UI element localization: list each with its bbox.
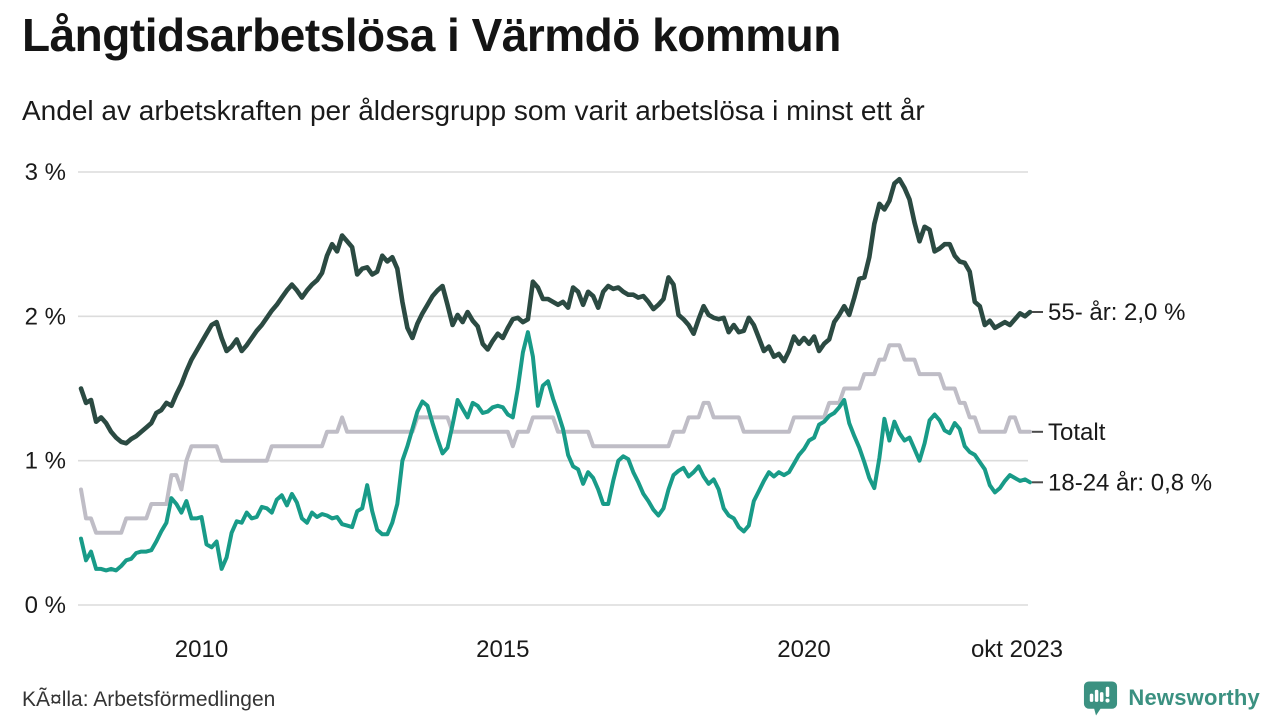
x-tick-label: 2015 [476, 636, 529, 663]
newsworthy-icon [1084, 681, 1118, 716]
x-tick-label: okt 2023 [971, 636, 1063, 663]
series-line-totalt [79, 343, 1032, 535]
chart-title: Långtidsarbetslösa i Värmdö kommun [22, 9, 841, 61]
series-end-label-55-ar: 55- år: 2,0 % [1048, 299, 1185, 326]
series-end-label-18-24-ar: 18-24 år: 0,8 % [1048, 469, 1212, 496]
newsworthy-logo: Newsworthy [1082, 679, 1260, 717]
y-tick-label: 2 % [25, 303, 66, 330]
chart-subtitle: Andel av arbetskraften per åldersgrupp s… [22, 95, 925, 126]
source-note: KÃ¤lla: Arbetsförmedlingen [22, 688, 276, 711]
y-tick-label: 3 % [25, 159, 66, 186]
x-tick-label: 2020 [777, 636, 830, 663]
newsworthy-wordmark: Newsworthy [1128, 685, 1260, 710]
y-tick-label: 0 % [25, 592, 66, 619]
series-end-label-totalt: Totalt [1048, 419, 1106, 446]
x-tick-label: 2010 [175, 636, 228, 663]
series-line-18-24-ar [79, 330, 1032, 573]
series-line-55-ar [78, 176, 1033, 446]
y-tick-label: 1 % [25, 448, 66, 475]
